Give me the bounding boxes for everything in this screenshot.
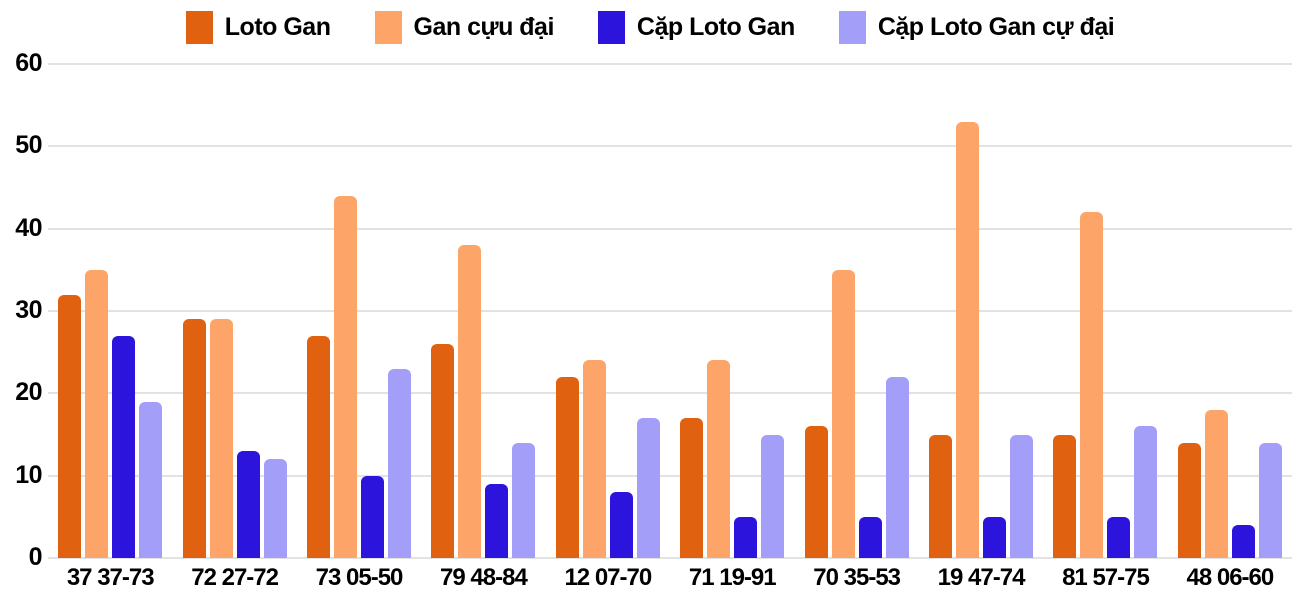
x-tick-label-12-07-70: 12 07-70: [564, 564, 652, 591]
y-tick-label-20: 20: [15, 378, 42, 407]
bar-loto-gan-70-35-53[interactable]: [804, 426, 828, 558]
legend-label: Cặp Loto Gan: [636, 12, 795, 41]
bar-group-19-47-74: [919, 64, 1043, 558]
gridline-60: [48, 63, 1292, 65]
bar-group-70-35-53: [794, 64, 918, 558]
gridline-10: [48, 474, 1292, 477]
y-tick-label-50: 50: [15, 131, 42, 160]
x-tick-label-71-19-91: 71 19-91: [688, 564, 777, 591]
bar-group-79-48-84: [421, 64, 545, 558]
bar-group-37-37-73: [48, 64, 172, 558]
gridline-0: [48, 557, 1292, 559]
bar-loto-gan-79-48-84[interactable]: [431, 343, 455, 558]
bar-loto-gan-72-27-72[interactable]: [182, 319, 206, 558]
x-tick-label-48-06-60: 48 06-60: [1186, 564, 1274, 591]
legend-item-gan-cuu-ai: Gan cựu đại: [374, 10, 555, 44]
gridline-50: [48, 145, 1292, 148]
bar-group-71-19-91: [670, 64, 794, 558]
gridline-30: [48, 310, 1292, 312]
x-tick-label-73-05-50: 73 05-50: [315, 564, 404, 591]
x-tick-label-70-35-53: 70 35-53: [813, 564, 901, 591]
bar-gan-cuu-ai-48-06-60[interactable]: [1204, 409, 1228, 558]
legend-item-loto-gan: Loto Gan: [185, 10, 331, 44]
bar-group-12-07-70: [546, 64, 670, 558]
bar-cap-loto-gan-cu-ai-71-19-91[interactable]: [761, 434, 785, 558]
y-tick-label-0: 0: [28, 543, 43, 571]
bar-cap-loto-gan-cu-ai-12-07-70[interactable]: [636, 418, 660, 558]
x-tick-label-37-37-73: 37 37-73: [66, 564, 155, 591]
bar-cap-loto-gan-cu-ai-79-48-84[interactable]: [512, 442, 536, 558]
legend-label: Cặp Loto Gan cự đại: [877, 12, 1115, 41]
bar-cap-loto-gan-81-57-75[interactable]: [1107, 516, 1131, 558]
bar-gan-cuu-ai-12-07-70[interactable]: [582, 360, 606, 558]
bar-group-72-27-72: [172, 64, 296, 558]
bar-cap-loto-gan-cu-ai-19-47-74[interactable]: [1010, 434, 1034, 558]
bar-cap-loto-gan-cu-ai-70-35-53[interactable]: [885, 376, 909, 558]
bar-group-81-57-75: [1043, 64, 1167, 558]
plot-area: [48, 63, 1292, 559]
bar-cap-loto-gan-cu-ai-73-05-50[interactable]: [388, 368, 412, 558]
y-tick-label-40: 40: [15, 213, 42, 242]
y-tick-label-60: 60: [15, 49, 42, 77]
bar-gan-cuu-ai-37-37-73[interactable]: [85, 269, 109, 558]
bar-loto-gan-37-37-73[interactable]: [58, 294, 82, 558]
bar-gan-cuu-ai-81-57-75[interactable]: [1080, 212, 1104, 558]
bar-cap-loto-gan-cu-ai-81-57-75[interactable]: [1134, 426, 1158, 558]
x-tick-label-19-47-74: 19 47-74: [937, 564, 1026, 591]
y-tick-label-10: 10: [15, 460, 42, 489]
gridline-40: [48, 227, 1292, 230]
legend-item-cap-loto-gan: Cặp Loto Gan: [597, 10, 795, 44]
x-tick-label-79-48-84: 79 48-84: [440, 564, 528, 591]
bar-loto-gan-19-47-74[interactable]: [929, 434, 953, 558]
gridline-20: [48, 392, 1292, 395]
bar-gan-cuu-ai-73-05-50[interactable]: [334, 195, 358, 558]
bar-cap-loto-gan-79-48-84[interactable]: [485, 483, 509, 558]
bar-gan-cuu-ai-19-47-74[interactable]: [956, 121, 980, 558]
bar-cap-loto-gan-70-35-53[interactable]: [858, 516, 882, 558]
x-axis-labels: 37 37-73 72 27-72 73 05-50 79 48-84 12 07-70…: [48, 564, 1292, 593]
bar-groups: [48, 64, 1292, 558]
bar-cap-loto-gan-12-07-70[interactable]: [609, 492, 633, 558]
legend-label: Loto Gan: [224, 12, 331, 41]
bar-cap-loto-gan-cu-ai-48-06-60[interactable]: [1258, 442, 1282, 558]
bar-cap-loto-gan-72-27-72[interactable]: [236, 450, 260, 558]
bar-group-73-05-50: [297, 64, 421, 558]
bar-cap-loto-gan-71-19-91[interactable]: [734, 516, 758, 558]
bar-cap-loto-gan-48-06-60[interactable]: [1231, 525, 1255, 558]
legend-label: Gan cựu đại: [413, 12, 555, 41]
bar-cap-loto-gan-cu-ai-72-27-72[interactable]: [263, 459, 287, 558]
bar-loto-gan-48-06-60[interactable]: [1177, 442, 1201, 558]
x-tick-label-72-27-72: 72 27-72: [191, 564, 279, 591]
bar-group-48-06-60: [1168, 64, 1292, 558]
bar-cap-loto-gan-19-47-74[interactable]: [983, 516, 1007, 558]
bar-loto-gan-81-57-75[interactable]: [1053, 434, 1077, 558]
legend-swatch-gan-cuu-ai: [374, 10, 402, 44]
y-tick-label-30: 30: [15, 296, 42, 324]
legend-swatch-cap-loto-gan-cu-ai: [838, 10, 866, 44]
legend-swatch-loto-gan: [185, 10, 213, 44]
x-tick-label-81-57-75: 81 57-75: [1062, 564, 1150, 591]
legend-swatch-cap-loto-gan: [597, 10, 625, 44]
bar-gan-cuu-ai-79-48-84[interactable]: [458, 245, 482, 558]
legend-item-cap-loto-gan-cu-ai: Cặp Loto Gan cự đại: [838, 10, 1115, 44]
bar-gan-cuu-ai-71-19-91[interactable]: [707, 360, 731, 558]
bar-loto-gan-73-05-50[interactable]: [307, 335, 331, 558]
bar-gan-cuu-ai-70-35-53[interactable]: [831, 269, 855, 558]
bar-cap-loto-gan-73-05-50[interactable]: [361, 475, 385, 558]
bar-loto-gan-12-07-70[interactable]: [555, 376, 579, 558]
bar-cap-loto-gan-37-37-73[interactable]: [112, 335, 136, 558]
bar-loto-gan-71-19-91[interactable]: [680, 418, 704, 558]
bar-gan-cuu-ai-72-27-72[interactable]: [209, 319, 233, 558]
bar-cap-loto-gan-cu-ai-37-37-73[interactable]: [139, 401, 163, 558]
chart-legend: Loto Gan Gan cựu đại Cặp Loto Gan Cặp Loto …: [0, 6, 1300, 48]
